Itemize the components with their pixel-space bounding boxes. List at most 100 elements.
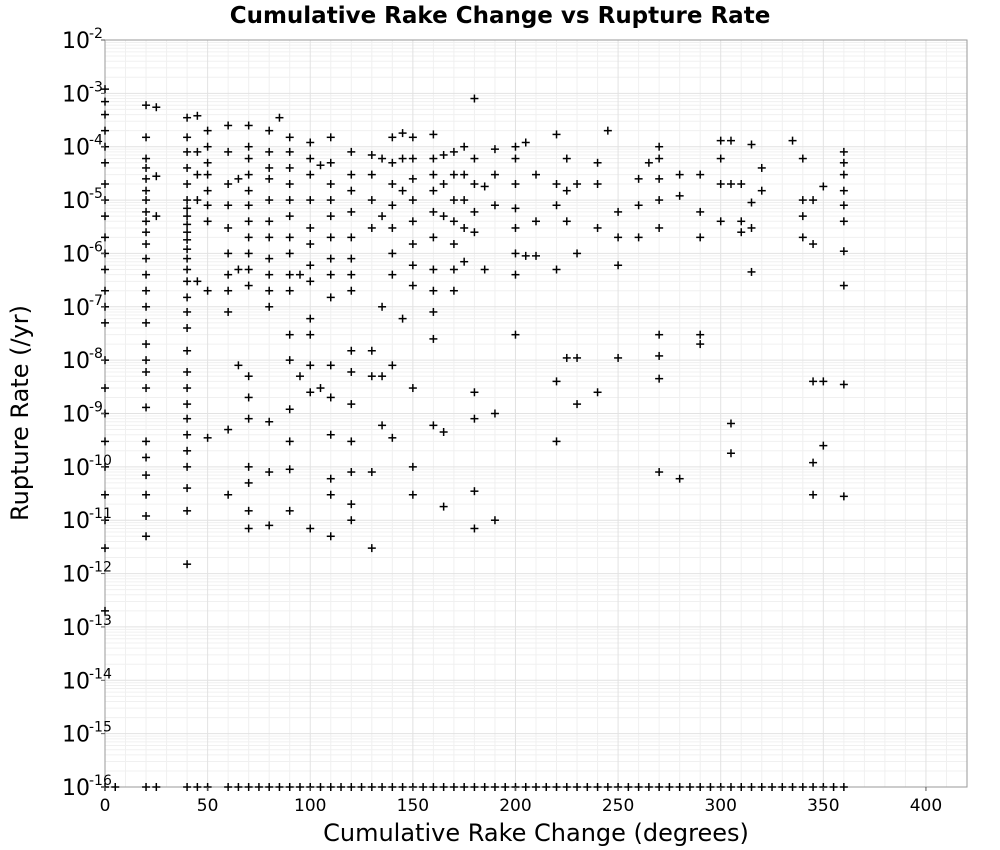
data-point — [809, 458, 818, 467]
data-point — [552, 201, 561, 210]
data-point — [183, 163, 192, 172]
data-point — [490, 409, 499, 418]
data-point — [378, 372, 387, 381]
data-point — [285, 163, 294, 172]
data-point — [634, 233, 643, 242]
data-point — [142, 453, 151, 462]
data-point — [429, 186, 438, 195]
data-point — [347, 400, 356, 409]
data-point — [265, 174, 274, 183]
data-point — [573, 783, 582, 791]
y-tick-base: 10 — [62, 242, 90, 267]
data-point — [839, 217, 848, 226]
data-point — [357, 783, 366, 791]
data-point — [809, 240, 818, 249]
data-point — [655, 330, 664, 339]
data-point — [326, 233, 335, 242]
data-point — [552, 377, 561, 386]
data-point — [511, 204, 520, 213]
data-point — [203, 170, 212, 179]
data-point — [696, 233, 705, 242]
y-tick-label: 10 -5 — [62, 186, 103, 214]
y-tick-base: 10 — [62, 136, 90, 161]
data-point — [839, 186, 848, 195]
data-point — [696, 170, 705, 179]
data-point — [367, 196, 376, 205]
y-tick-label: 10 -11 — [62, 506, 112, 534]
data-point — [142, 254, 151, 263]
data-point — [244, 393, 253, 402]
y-tick-label: 10 -16 — [62, 773, 112, 801]
data-point — [573, 249, 582, 258]
data-point — [152, 212, 161, 221]
y-tick-exponent: -4 — [89, 133, 103, 149]
data-point — [326, 430, 335, 439]
data-point — [326, 532, 335, 541]
data-point — [367, 544, 376, 553]
data-point — [388, 201, 397, 210]
data-point — [470, 154, 479, 163]
data-point — [183, 462, 192, 471]
grid-lines — [104, 39, 967, 788]
data-point — [562, 783, 571, 791]
data-point — [839, 158, 848, 167]
data-point — [347, 170, 356, 179]
x-tick-label: 250 — [602, 796, 634, 816]
data-point — [183, 254, 192, 263]
data-point — [716, 217, 725, 226]
data-point — [532, 783, 540, 791]
x-axis-label: Cumulative Rake Change (degrees) — [323, 819, 749, 847]
data-point — [285, 405, 294, 414]
data-point — [203, 186, 212, 195]
data-point — [470, 783, 479, 791]
data-point — [839, 783, 848, 791]
data-point — [470, 414, 479, 423]
data-point — [614, 233, 623, 242]
data-point — [142, 270, 151, 279]
data-point — [347, 286, 356, 295]
data-point — [429, 421, 438, 430]
data-point — [244, 142, 253, 151]
data-point — [593, 388, 602, 397]
data-point — [183, 307, 192, 316]
data-point — [378, 302, 387, 311]
data-point — [326, 180, 335, 189]
x-tick-label: 300 — [704, 796, 736, 816]
data-point — [244, 217, 253, 226]
data-point — [460, 257, 469, 266]
data-point — [234, 265, 243, 274]
data-point — [265, 270, 274, 279]
y-tick-exponent: -2 — [89, 26, 103, 42]
data-point — [429, 207, 438, 216]
data-point — [439, 783, 448, 791]
data-point — [101, 544, 109, 553]
data-point — [183, 400, 192, 409]
data-point — [183, 212, 192, 221]
data-point — [142, 217, 151, 226]
data-point — [265, 233, 274, 242]
data-point — [634, 174, 643, 183]
data-point — [183, 293, 192, 302]
data-point — [490, 145, 499, 154]
data-point — [614, 207, 623, 216]
data-point — [449, 783, 458, 791]
data-point — [367, 783, 376, 791]
data-point — [316, 783, 325, 791]
data-point — [111, 783, 120, 791]
data-point — [839, 247, 848, 256]
data-point — [747, 267, 756, 276]
data-point — [224, 307, 233, 316]
data-point — [193, 783, 202, 791]
data-point — [326, 293, 335, 302]
data-point — [634, 201, 643, 210]
data-point — [378, 154, 387, 163]
y-tick-label: 10 -15 — [62, 720, 112, 748]
data-point — [521, 783, 530, 791]
data-point — [532, 170, 540, 179]
data-point — [316, 161, 325, 170]
data-point — [614, 353, 623, 362]
data-point — [183, 265, 192, 274]
data-point — [285, 356, 294, 365]
y-axis-ticks: 10-210-310-410-510-610-710-810-910 -1010-… — [62, 26, 112, 801]
data-point — [142, 286, 151, 295]
